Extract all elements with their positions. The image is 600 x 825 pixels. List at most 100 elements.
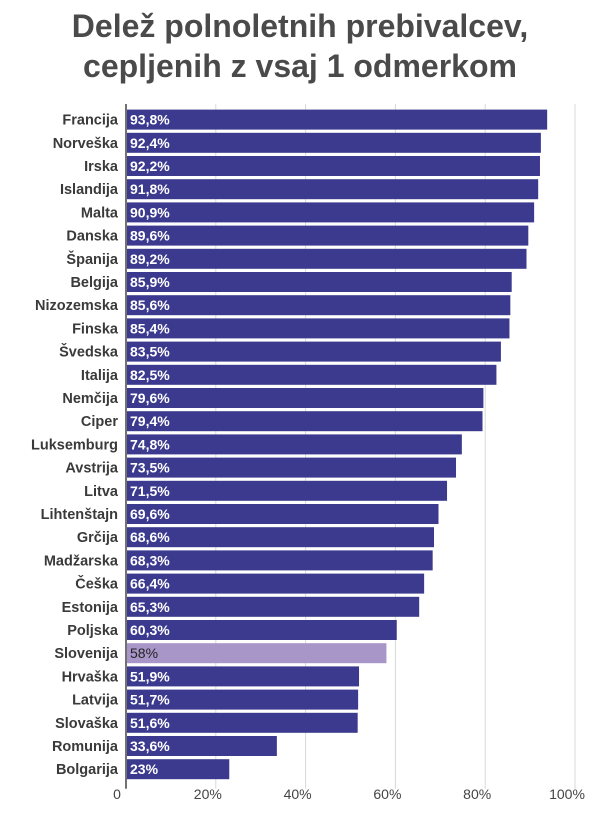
value-label-3: 91,8%: [130, 181, 170, 197]
tick-label-5: 100%: [549, 786, 585, 802]
category-label-28: Bolgarija: [56, 762, 119, 778]
category-label-27: Romunija: [52, 739, 119, 755]
category-label-24: Hrvaška: [62, 669, 119, 685]
value-label-23: 58%: [130, 645, 158, 661]
category-label-25: Latvija: [72, 693, 119, 709]
value-label-12: 79,6%: [130, 390, 170, 406]
tick-label-1: 20%: [194, 786, 222, 802]
category-label-10: Švedska: [59, 343, 119, 361]
value-label-18: 68,6%: [130, 529, 170, 545]
value-label-20: 66,4%: [130, 576, 170, 592]
bar-28: [127, 759, 230, 780]
category-label-26: Slovaška: [55, 716, 119, 732]
bar-13: [127, 411, 483, 432]
bar-0: [127, 109, 548, 130]
bar-27: [127, 736, 277, 756]
category-label-3: Islandija: [60, 182, 119, 198]
category-label-6: Španija: [66, 250, 119, 268]
bar-24: [127, 666, 360, 687]
value-label-8: 85,6%: [130, 297, 170, 313]
category-label-4: Malta: [81, 205, 119, 221]
value-label-9: 85,4%: [130, 320, 170, 336]
value-label-10: 83,5%: [130, 344, 170, 360]
chart-title-line-1: Delež polnoletnih prebivalcev,: [71, 8, 529, 44]
value-label-22: 60,3%: [130, 622, 170, 638]
bar-1: [127, 132, 541, 153]
value-label-0: 93,8%: [130, 112, 170, 128]
value-label-25: 51,7%: [130, 692, 170, 708]
bar-20: [127, 573, 425, 594]
value-label-7: 85,9%: [130, 274, 170, 290]
bar-22: [127, 620, 397, 640]
value-label-4: 90,9%: [130, 204, 170, 220]
bar-19: [127, 550, 433, 571]
category-label-17: Lihtenštajn: [41, 507, 118, 523]
category-labels: Francija Norveška Irska Islandija Malta Dansk…: [31, 113, 119, 779]
chart-title: Delež polnoletnih prebivalcev, cepljenih…: [0, 6, 600, 86]
bar-5: [127, 225, 529, 246]
bar-15: [127, 457, 457, 478]
bars: 93,8% 92,4% 92,2% 91,8% 90,9% 89,6% 89,2% 85,9%…: [127, 109, 548, 780]
category-label-19: Madžarska: [44, 553, 119, 569]
value-label-2: 92,2%: [130, 158, 170, 174]
tick-label-0: 0: [113, 786, 121, 802]
value-label-16: 71,5%: [130, 483, 170, 499]
tick-label-3: 60%: [373, 786, 401, 802]
category-label-20: Češka: [75, 575, 119, 593]
value-label-28: 23%: [130, 761, 159, 777]
tick-label-4: 80%: [463, 786, 491, 802]
bar-2: [127, 156, 540, 176]
bar-8: [127, 295, 511, 316]
bar-25: [127, 689, 359, 710]
value-label-24: 51,9%: [130, 668, 170, 684]
category-label-21: Estonija: [62, 600, 119, 616]
value-label-1: 92,4%: [130, 135, 170, 151]
bar-12: [127, 388, 484, 408]
value-label-19: 68,3%: [130, 552, 170, 568]
bar-3: [127, 179, 539, 200]
bar-14: [127, 434, 462, 455]
bar-9: [127, 318, 510, 339]
value-label-13: 79,4%: [130, 413, 170, 429]
chart-title-line-2: cepljenih z vsaj 1 odmerkom: [83, 48, 517, 84]
bar-11: [127, 364, 497, 385]
category-label-8: Nizozemska: [35, 298, 119, 314]
category-label-0: Francija: [62, 113, 119, 129]
category-label-1: Norveška: [53, 136, 119, 152]
value-label-6: 89,2%: [130, 251, 170, 267]
value-label-17: 69,6%: [130, 506, 170, 522]
bar-21: [127, 596, 420, 617]
category-label-11: Italija: [81, 368, 119, 384]
category-label-16: Litva: [84, 484, 119, 500]
category-label-2: Irska: [84, 159, 119, 175]
category-label-15: Avstrija: [65, 461, 119, 477]
value-label-5: 89,6%: [130, 228, 170, 244]
bar-6: [127, 248, 527, 269]
category-label-7: Belgija: [70, 275, 118, 291]
category-label-13: Ciper: [81, 414, 118, 430]
category-label-14: Luksemburg: [31, 437, 118, 453]
category-label-18: Grčija: [77, 530, 119, 546]
value-label-21: 65,3%: [130, 599, 170, 615]
category-label-9: Finska: [72, 321, 119, 337]
category-label-23: Slovenija: [54, 646, 119, 662]
bar-16: [127, 480, 448, 501]
bar-7: [127, 272, 512, 292]
bar-26: [127, 712, 358, 733]
value-label-27: 33,6%: [130, 738, 170, 754]
bar-10: [127, 341, 501, 362]
bar-23: [127, 643, 387, 664]
value-label-14: 74,8%: [130, 436, 170, 452]
value-label-26: 51,6%: [130, 715, 170, 731]
category-label-12: Nemčija: [62, 391, 119, 407]
value-label-15: 73,5%: [130, 460, 170, 476]
category-label-22: Poljska: [67, 623, 119, 639]
bar-18: [127, 527, 435, 548]
x-axis-ticks: 0 20% 40% 60% 80% 100%: [113, 786, 585, 802]
category-label-5: Danska: [66, 229, 119, 245]
tick-label-2: 40%: [284, 786, 312, 802]
bar-17: [127, 504, 439, 524]
bar-4: [127, 202, 535, 223]
